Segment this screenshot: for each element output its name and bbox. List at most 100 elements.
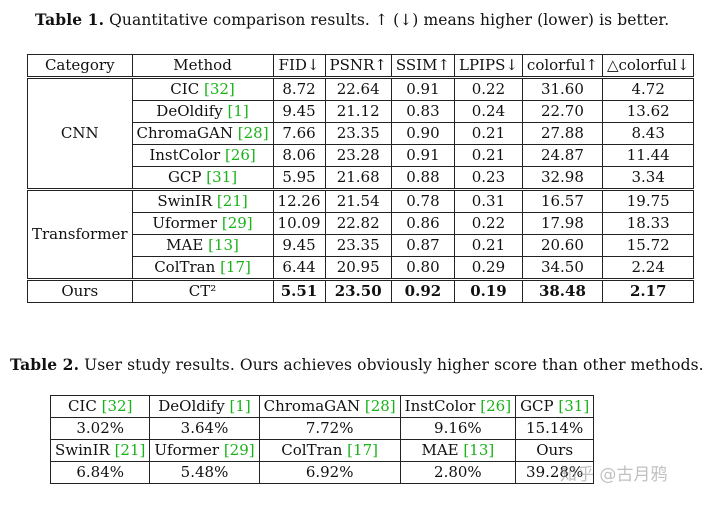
score-cell: 15.14% — [515, 417, 595, 440]
value-cell: 23.35 — [324, 122, 392, 145]
score-cell: 9.16% — [399, 417, 517, 440]
method-cell: ChromaGAN [28] — [131, 122, 274, 145]
method-cell: MAE [13] — [131, 234, 274, 257]
table2-score-row: 6.84% 5.48% 6.92% 2.80% 39.28% — [49, 461, 595, 484]
value-cell: 0.29 — [454, 256, 523, 280]
value-cell: 15.72 — [601, 234, 695, 257]
value-cell: 0.31 — [454, 188, 523, 213]
value-cell: 8.43 — [601, 122, 695, 145]
table1-row: CNN CIC [32] 8.72 22.64 0.91 0.22 31.60 4.72 — [27, 76, 695, 190]
table2-score-row: 3.02% 3.64% 7.72% 9.16% 15.14% — [49, 417, 595, 440]
value-cell: 17.98 — [521, 212, 603, 235]
value-cell: 16.57 — [521, 188, 603, 213]
method-name: CIC — [67, 397, 97, 415]
method-name: InstColor — [404, 397, 476, 415]
method-name: Uformer — [152, 214, 218, 232]
method-cell: ColTran [17] — [131, 256, 274, 280]
value-cell: 0.22 — [454, 76, 523, 101]
method-cell: InstColor [26] — [131, 144, 274, 167]
citation-ref: [13] — [463, 441, 495, 459]
method-name: SwinIR — [157, 192, 213, 210]
header-fid: FID↓ — [272, 54, 326, 78]
value-cell: 8.72 — [272, 76, 326, 101]
value-cell: 18.33 — [601, 212, 695, 235]
quantitative-comparison-table: Category Method FID↓ PSNR↑ SSIM↑ LPIPS↓ … — [27, 54, 695, 303]
value-cell: 38.48 — [521, 278, 603, 303]
score-cell: 3.02% — [49, 417, 151, 440]
method-cell: SwinIR [21] — [131, 188, 274, 213]
score-cell: 7.72% — [258, 417, 401, 440]
watermark: 知乎 @古月鸦 — [560, 465, 668, 485]
table1-caption-label: Table 1. — [35, 10, 105, 29]
value-cell: 9.45 — [272, 234, 326, 257]
value-cell: 5.95 — [272, 166, 326, 190]
value-cell: 8.06 — [272, 144, 326, 167]
value-cell: 0.21 — [454, 234, 523, 257]
method-cell: Uformer [29] — [131, 212, 274, 235]
method-name: MAE — [166, 236, 204, 254]
citation-ref: [31] — [206, 168, 238, 186]
method-name: SwinIR — [55, 441, 110, 459]
method-name: ColTran — [281, 441, 343, 459]
table2-caption-label: Table 2. — [10, 355, 80, 374]
value-cell: 2.24 — [601, 256, 695, 280]
value-cell: 0.19 — [454, 278, 523, 303]
value-cell: 21.54 — [324, 188, 392, 213]
value-cell: 0.23 — [454, 166, 523, 190]
citation-ref: [28] — [364, 397, 396, 415]
method-name: CT² — [188, 282, 217, 300]
table2-method-row: SwinIR [21] Uformer [29] ColTran [17] MAE [… — [49, 439, 595, 462]
method-name: Uformer — [154, 441, 220, 459]
method-name: ColTran — [154, 258, 216, 276]
value-cell: 0.91 — [390, 76, 456, 101]
method-cell: GCP [31] — [131, 166, 274, 190]
header-category: Category — [27, 54, 133, 78]
method-name: InstColor — [149, 146, 221, 164]
value-cell: 0.88 — [390, 166, 456, 190]
category-cell: CNN — [27, 76, 133, 190]
value-cell: 4.72 — [601, 76, 695, 101]
method-name: GCP — [167, 168, 202, 186]
value-cell: 22.82 — [324, 212, 392, 235]
value-cell: 27.88 — [521, 122, 603, 145]
value-cell: 0.21 — [454, 122, 523, 145]
score-cell: 2.80% — [399, 461, 517, 484]
value-cell: 23.50 — [324, 278, 392, 303]
method-cell: CIC [32] — [49, 395, 151, 418]
value-cell: 0.92 — [390, 278, 456, 303]
citation-ref: [17] — [220, 258, 251, 276]
table2-method-row: CIC [32] DeOldify [1] ChromaGAN [28] InstCo… — [49, 395, 595, 418]
value-cell: 2.17 — [601, 278, 695, 303]
method-name: GCP — [520, 397, 554, 415]
value-cell: 23.35 — [324, 234, 392, 257]
value-cell: 0.78 — [390, 188, 456, 213]
value-cell: 23.28 — [324, 144, 392, 167]
value-cell: 11.44 — [601, 144, 695, 167]
value-cell: 0.90 — [390, 122, 456, 145]
user-study-table: CIC [32] DeOldify [1] ChromaGAN [28] InstCo… — [49, 395, 595, 484]
value-cell: 21.68 — [324, 166, 392, 190]
header-ssim: SSIM↑ — [390, 54, 456, 78]
method-name: DeOldify — [156, 102, 223, 120]
value-cell: 0.83 — [390, 100, 456, 123]
method-cell: GCP [31] — [515, 395, 595, 418]
method-cell: ChromaGAN [28] — [258, 395, 401, 418]
value-cell: 0.24 — [454, 100, 523, 123]
header-lpips: LPIPS↓ — [454, 54, 523, 78]
value-cell: 3.34 — [601, 166, 695, 190]
method-cell: MAE [13] — [399, 439, 517, 462]
value-cell: 13.62 — [601, 100, 695, 123]
method-name: CIC — [170, 80, 200, 98]
method-name: DeOldify — [158, 397, 225, 415]
header-delta-colorful: △colorful↓ — [601, 54, 695, 78]
method-cell: Uformer [29] — [149, 439, 260, 462]
value-cell: 10.09 — [272, 212, 326, 235]
citation-ref: [1] — [229, 397, 251, 415]
table1-row: Uformer [29] 10.09 22.82 0.86 0.22 17.98 18.33 — [28, 212, 695, 235]
value-cell: 0.87 — [390, 234, 456, 257]
method-cell: ColTran [17] — [258, 439, 401, 462]
method-name: MAE — [421, 441, 459, 459]
citation-ref: [28] — [237, 124, 269, 142]
value-cell: 5.51 — [272, 278, 326, 303]
value-cell: 32.98 — [521, 166, 603, 190]
